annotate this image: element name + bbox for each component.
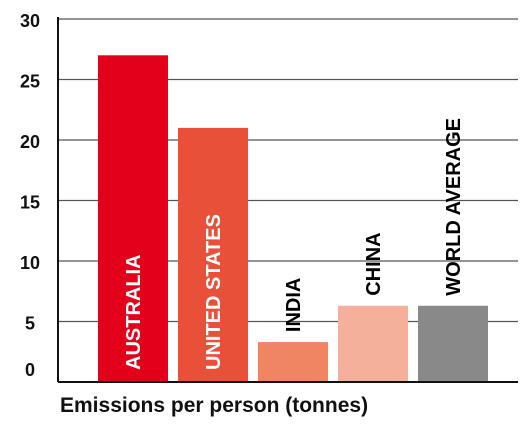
y-tick-label: 30 (20, 11, 40, 31)
bar-china (338, 305, 408, 382)
category-label: WORLD AVERAGE (443, 118, 465, 296)
bar-australia (98, 55, 168, 383)
bar-united-states (178, 127, 248, 383)
x-axis-label: Emissions per person (tonnes) (60, 394, 369, 417)
category-label: AUSTRALIA (123, 254, 145, 370)
y-tick-label: 25 (20, 72, 40, 92)
y-tick-label: 0 (25, 360, 35, 380)
category-label: UNITED STATES (203, 214, 225, 370)
category-label: CHINA (363, 232, 385, 295)
category-label: INDIA (283, 278, 305, 332)
bar-india (258, 342, 328, 382)
y-tick-label: 15 (20, 193, 40, 213)
y-tick-label: 5 (25, 314, 35, 334)
y-tick-label: 20 (20, 132, 40, 152)
bar-world-average (418, 305, 488, 382)
y-tick-label: 10 (20, 253, 40, 273)
